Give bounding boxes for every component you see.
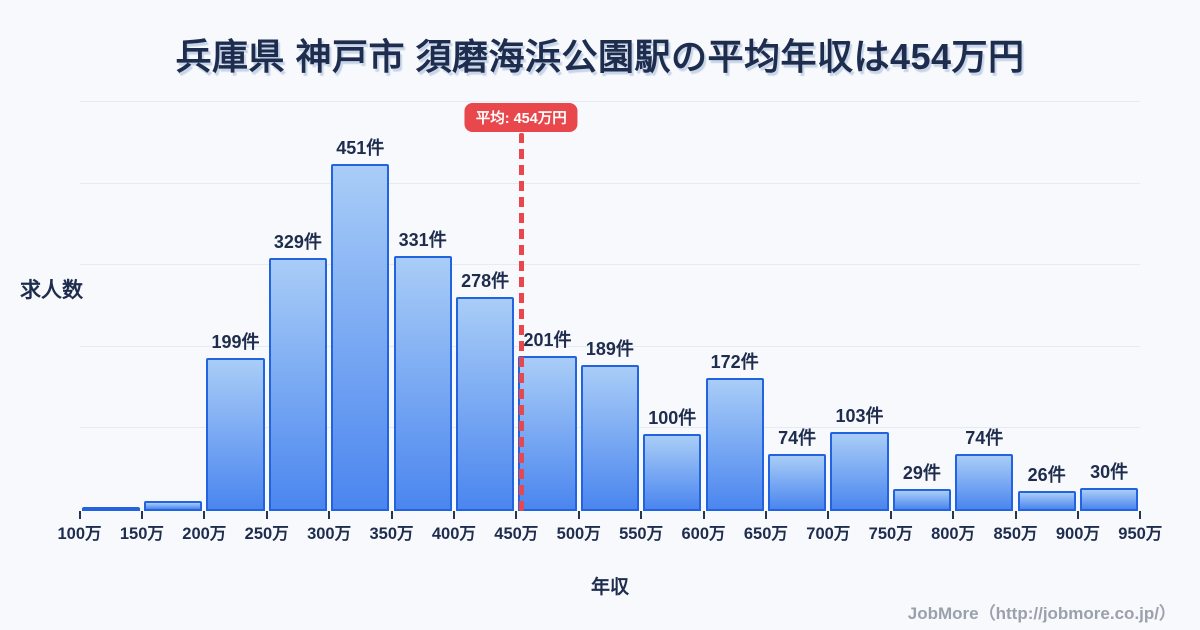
histogram-bar	[580, 365, 640, 511]
x-axis-tick	[702, 511, 705, 519]
x-axis-tick	[640, 511, 643, 519]
histogram-bar	[643, 433, 702, 511]
histogram-bar	[955, 453, 1014, 511]
x-axis-tick	[577, 511, 580, 519]
x-axis-label: 年収	[590, 577, 629, 598]
histogram-bar	[143, 500, 203, 511]
bar-value-label: 74件	[965, 427, 1004, 448]
x-axis-tick	[203, 511, 206, 519]
x-axis-tick-label: 850万	[993, 525, 1038, 543]
x-axis-tick	[952, 511, 955, 519]
bar-value-label: 172件	[710, 352, 759, 373]
x-axis-tick-label: 800万	[931, 525, 976, 543]
histogram-bar	[518, 356, 577, 511]
histogram-bar	[892, 488, 952, 511]
bar-value-label: 451件	[336, 137, 385, 158]
bar-value-label: 29件	[902, 462, 941, 483]
x-axis-tick	[515, 511, 518, 519]
average-badge: 平均: 454万円	[464, 103, 578, 132]
bar-value-label: 201件	[523, 330, 572, 351]
y-axis-label: 求人数	[20, 279, 83, 302]
average-line	[518, 133, 524, 511]
histogram-bar	[206, 357, 265, 511]
histogram-bar	[767, 453, 827, 511]
histogram-bar	[1017, 490, 1076, 511]
gridline	[79, 345, 1141, 347]
x-axis-tick-label: 700万	[806, 525, 851, 543]
x-axis-tick	[265, 511, 268, 519]
x-axis-tick-label: 100万	[57, 525, 102, 543]
bar-value-label: 100件	[648, 407, 697, 428]
gridline	[79, 182, 1141, 184]
x-axis-tick-label: 600万	[681, 525, 726, 543]
bar-value-label: 74件	[778, 427, 817, 448]
x-axis-tick-label: 750万	[868, 525, 913, 543]
x-axis-tick-label: 500万	[556, 525, 601, 543]
x-axis-tick-label: 350万	[369, 525, 414, 543]
x-axis-tick	[452, 511, 455, 519]
x-axis-tick-label: 300万	[307, 525, 352, 543]
x-axis-tick	[1076, 511, 1079, 519]
bar-value-label: 189件	[585, 339, 634, 360]
x-axis-tick	[1139, 511, 1142, 519]
x-axis-tick	[764, 511, 767, 519]
bar-value-label: 30件	[1090, 461, 1129, 482]
histogram-bar	[1079, 487, 1139, 511]
histogram-bar	[705, 378, 764, 511]
x-axis-tick	[1014, 511, 1017, 519]
gridline	[79, 264, 1141, 265]
bar-value-label: 278件	[461, 270, 510, 291]
bar-value-label: 329件	[273, 231, 322, 252]
x-axis-tick	[328, 511, 331, 519]
x-axis-tick	[889, 511, 892, 519]
histogram-bar	[455, 296, 515, 511]
footer-credit: JobMore（http://jobmore.co.jp/）	[907, 604, 1176, 623]
x-axis-tick-label: 950万	[1118, 525, 1163, 543]
histogram-bar	[331, 163, 390, 511]
bar-value-label: 331件	[398, 229, 447, 250]
bar-value-label: 103件	[835, 405, 884, 426]
gridline	[79, 101, 1141, 102]
x-axis-tick-label: 900万	[1055, 525, 1100, 543]
histogram-bar	[393, 255, 452, 511]
x-axis-tick	[78, 511, 81, 519]
x-axis-tick-label: 650万	[743, 525, 788, 543]
x-axis-tick	[827, 511, 830, 519]
x-axis-tick-label: 200万	[182, 525, 227, 543]
histogram-bar	[268, 257, 328, 511]
x-axis-tick	[390, 511, 393, 519]
bar-value-label: 26件	[1027, 464, 1066, 485]
x-axis-tick-label: 250万	[244, 525, 289, 543]
bar-value-label: 199件	[211, 331, 260, 352]
x-axis-tick	[140, 511, 143, 519]
page-title: 兵庫県 神戸市 須磨海浜公園駅の平均年収は454万円	[175, 36, 1025, 77]
histogram-bar	[830, 431, 889, 511]
x-axis-tick-label: 450万	[494, 525, 539, 543]
x-axis-tick-label: 550万	[619, 525, 664, 543]
histogram-bar	[81, 507, 140, 511]
x-axis-tick-label: 400万	[431, 525, 476, 543]
x-axis-tick-label: 150万	[119, 525, 164, 543]
